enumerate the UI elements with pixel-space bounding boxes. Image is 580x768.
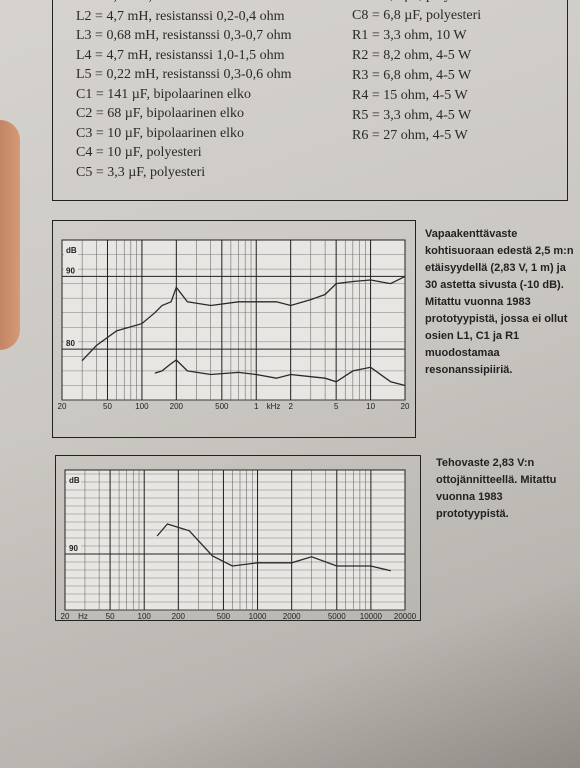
x-tick-label: 1 [254,402,259,411]
x-tick-label: 100 [138,612,152,621]
x-tick-label: 500 [215,402,229,411]
x-tick-label: 5000 [328,612,346,621]
x-tick-label: 2000 [283,612,301,621]
x-tick-label: 1000 [249,612,267,621]
part-line: C8 = 6,8 µF, polyesteri [352,8,482,23]
response-curve [154,359,406,387]
x-tick-label: 50 [103,402,112,411]
x-tick-label: 10 [366,402,375,411]
y-tick-label: 80 [66,339,75,348]
plot-frame [64,469,406,611]
y-tick-label: 90 [66,266,75,275]
part-line: C5 = 3,3 µF, polyesteri [76,164,206,180]
part-line: R2 = 8,2 ohm, 4-5 W [352,48,472,63]
part-line: C4 = 10 µF, polyesteri [76,145,202,160]
x-tick-label: 10000 [360,612,383,621]
part-line: L5 = 0,22 mH, resistanssi 0,3-0,6 ohm [76,67,292,82]
x-tick-label: 20 [61,612,70,621]
caption: Vapaakenttävaste kohtisuoraan edestä 2,5… [425,228,574,376]
part-line: L3 = 0,68 mH, resistanssi 0,3-0,7 ohm [76,28,292,43]
x-tick-label: 20000 [394,612,417,621]
plot-frame [61,239,406,401]
part-line: L4 = 4,7 mH, resistanssi 1,0-1,5 ohm [76,47,285,63]
x-tick-label: 20 [401,402,410,411]
x-tick-label: 5 [334,402,339,411]
part-line: C7 = 2,7 µF, polyesteri [352,0,481,4]
part-line: L2 = 4,7 mH, resistanssi 0,2-0,4 ohm [76,8,285,24]
x-tick-label: 100 [135,402,149,411]
figure-box [52,220,416,438]
label-bg [67,476,81,485]
label-bg [64,339,78,349]
label-bg [64,266,78,276]
part-line: R1 = 3,3 ohm, 10 W [352,28,467,43]
part-line: L1 = 3,9 mH, resistanssi [76,0,213,5]
part-line: C2 = 68 µF, bipolaarinen elko [76,106,245,121]
y-tick-label: 90 [69,544,78,553]
part-line: R5 = 3,3 ohm, 4-5 W [352,108,472,123]
caption: Tehovaste 2,83 V:n ottojännitteellä. Mit… [436,457,557,520]
x-tick-label: 200 [172,612,186,621]
finger [0,120,20,350]
x-tick-label: 200 [170,402,184,411]
x-unit-label: Hz [78,612,88,621]
parts-box [52,0,568,201]
x-unit-label: kHz [267,402,281,411]
x-tick-label: 50 [106,612,115,621]
label-bg [64,246,78,255]
part-line: C3 = 10 µF, bipolaarinen elko [76,125,245,141]
x-tick-label: 2 [288,402,293,411]
figure-box [55,455,421,621]
y-axis-label: dB [66,246,77,255]
response-curve [81,275,406,362]
y-axis-label: dB [69,476,80,485]
label-bg [67,544,81,553]
part-line: R6 = 27 ohm, 4-5 W [352,128,468,143]
part-line: C1 = 141 µF, bipolaarinen elko [76,86,252,102]
x-tick-label: 20 [58,402,67,411]
response-curve [156,523,391,572]
x-tick-label: 500 [217,612,231,621]
part-line: R4 = 15 ohm, 4-5 W [352,88,468,103]
part-line: R3 = 6,8 ohm, 4-5 W [352,68,472,83]
